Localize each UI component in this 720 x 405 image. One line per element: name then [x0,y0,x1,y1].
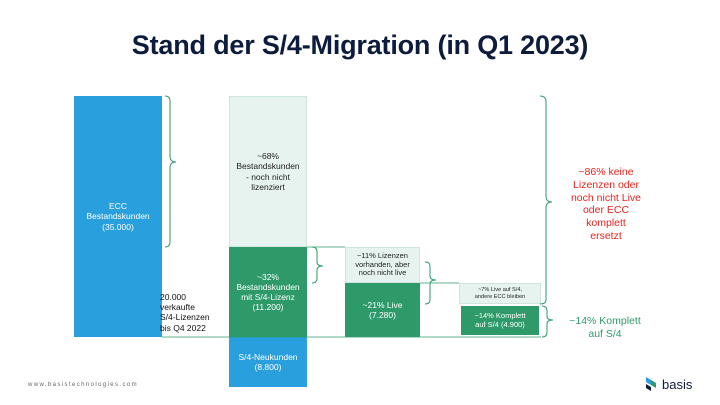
complete-s4-annotation: ~14% Komplett auf S/4 [569,315,641,340]
bar-live-ecc-kept: ~7% Live auf S/4, andere ECC bleiben [459,283,541,304]
brace-big [539,95,553,305]
bar-not-licensed: ~68% Bestandskunden - noch nicht lizenzi… [229,96,307,247]
bar-ecc-bestandskunden: ECC Bestandskunden (35.000) [74,96,162,337]
bar-complete: ~14% Komplett auf S/4 (4.900) [459,304,541,337]
bar-licensed-not-live: ~11% Lizenzen vorhanden, aber noch nicht… [345,247,420,283]
licenses-sold-annotation: 20.000 verkaufte S/4-Lizenzen bis Q4 202… [160,292,210,333]
chart-title: Stand der S/4-Migration (in Q1 2023) [131,30,589,60]
bar-s4-neukunden: S/4-Neukunden (8.800) [229,337,307,387]
bar-live: ~21% Live (7.280) [345,283,420,337]
brace-ecc [164,95,177,248]
basis-logo: basis [644,376,692,392]
bar-with-license: ~32% Bestandskunden mit S/4-Lizenz (11.2… [229,247,307,337]
brace-license [311,246,324,284]
basis-logo-icon [646,377,656,391]
brace-complete [541,305,554,338]
footer-url: www.basistechnologies.com [28,382,139,388]
basis-logo-text: basis [662,376,693,392]
not-replaced-annotation: ~86% keine Lizenzen oder noch nicht Live… [570,166,642,242]
brace-live [424,261,437,305]
